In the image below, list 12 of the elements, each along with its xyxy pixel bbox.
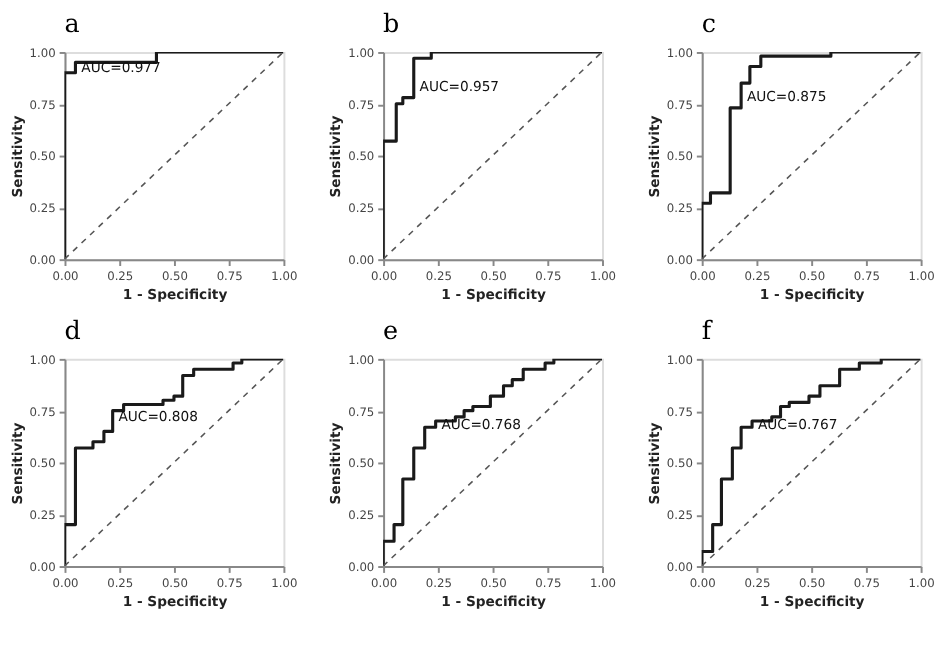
chart-title: b	[383, 8, 400, 39]
chart-title: e	[383, 315, 399, 346]
chart-title: c	[701, 8, 716, 39]
chart-title: f	[701, 315, 714, 346]
line-series	[701, 51, 921, 260]
line-series	[383, 51, 603, 260]
line-series	[64, 51, 284, 260]
line-series	[701, 358, 921, 567]
line-series	[383, 358, 603, 567]
chart-title: a	[64, 8, 81, 39]
line-series	[64, 358, 284, 567]
chart-title: d	[64, 315, 81, 346]
